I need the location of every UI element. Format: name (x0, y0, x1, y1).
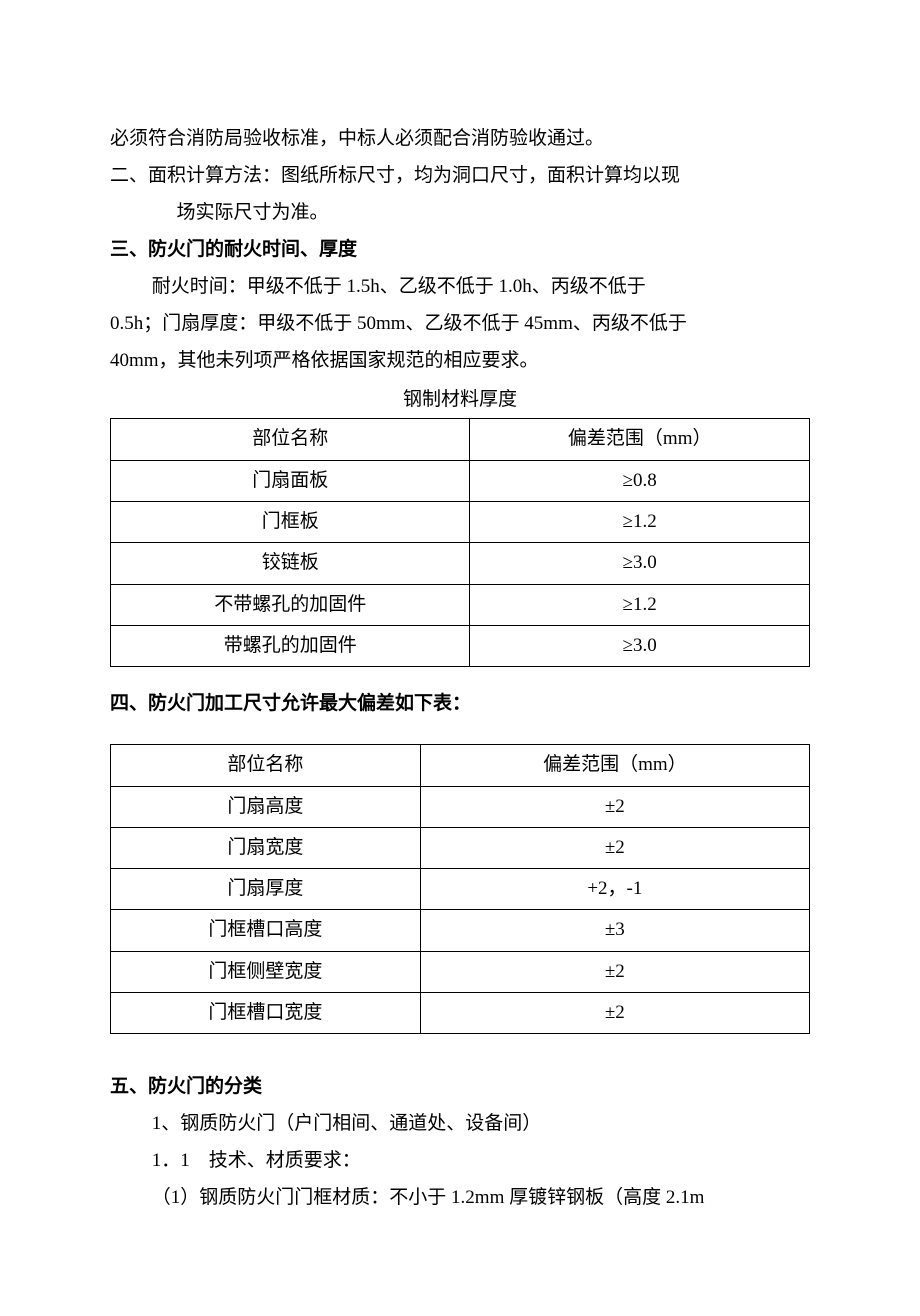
table-cell: ≥1.2 (470, 501, 810, 542)
table-cell: ≥1.2 (470, 584, 810, 625)
table-cell: ±2 (420, 992, 809, 1033)
section-5-item-1-1: 1．1 技术、材质要求： (110, 1142, 810, 1179)
table-row: 门扇厚度 +2，-1 (111, 869, 810, 910)
section-2-line-2: 场实际尺寸为准。 (110, 194, 810, 231)
table-row: 部位名称 偏差范围（mm） (111, 419, 810, 460)
table-cell: +2，-1 (420, 869, 809, 910)
table-cell: 门扇宽度 (111, 827, 421, 868)
table-cell: ±2 (420, 951, 809, 992)
table-cell: ±2 (420, 827, 809, 868)
table-row: 门扇面板 ≥0.8 (111, 460, 810, 501)
section-5-heading: 五、防火门的分类 (110, 1068, 810, 1105)
table-cell: 部位名称 (111, 745, 421, 786)
table-cell: 门框槽口高度 (111, 910, 421, 951)
table-cell: 门框槽口宽度 (111, 992, 421, 1033)
table-cell: 部位名称 (111, 419, 470, 460)
paragraph-1: 必须符合消防局验收标准，中标人必须配合消防验收通过。 (110, 120, 810, 157)
table-row: 门框槽口宽度 ±2 (111, 992, 810, 1033)
table-row: 带螺孔的加固件 ≥3.0 (111, 625, 810, 666)
table-row: 铰链板 ≥3.0 (111, 543, 810, 584)
table-cell: 门扇高度 (111, 786, 421, 827)
table-cell: ±2 (420, 786, 809, 827)
table-row: 不带螺孔的加固件 ≥1.2 (111, 584, 810, 625)
dimension-tolerance-table: 部位名称 偏差范围（mm） 门扇高度 ±2 门扇宽度 ±2 门扇厚度 +2，-1… (110, 744, 810, 1034)
steel-thickness-table: 部位名称 偏差范围（mm） 门扇面板 ≥0.8 门框板 ≥1.2 铰链板 ≥3.… (110, 418, 810, 667)
table-cell: 带螺孔的加固件 (111, 625, 470, 666)
table-row: 门框侧壁宽度 ±2 (111, 951, 810, 992)
section-5-item-1-1-detail: （1）钢质防火门门框材质：不小于 1.2mm 厚镀锌钢板（高度 2.1m (110, 1179, 810, 1216)
table-cell: 不带螺孔的加固件 (111, 584, 470, 625)
table-1-caption: 钢制材料厚度 (110, 381, 810, 418)
table-cell: ≥3.0 (470, 543, 810, 584)
section-3-line-3: 40mm，其他未列项严格依据国家规范的相应要求。 (110, 342, 810, 379)
section-5-item-1: 1、钢质防火门（户门相间、通道处、设备间） (110, 1105, 810, 1142)
section-3-line-2: 0.5h；门扇厚度：甲级不低于 50mm、乙级不低于 45mm、丙级不低于 (110, 305, 810, 342)
table-cell: ±3 (420, 910, 809, 951)
table-cell: 门扇厚度 (111, 869, 421, 910)
table-row: 门扇高度 ±2 (111, 786, 810, 827)
table-row: 部位名称 偏差范围（mm） (111, 745, 810, 786)
table-cell: 偏差范围（mm） (470, 419, 810, 460)
section-3-heading: 三、防火门的耐火时间、厚度 (110, 231, 810, 268)
table-cell: 铰链板 (111, 543, 470, 584)
section-3-line-1: 耐火时间：甲级不低于 1.5h、乙级不低于 1.0h、丙级不低于 (110, 268, 810, 305)
table-row: 门扇宽度 ±2 (111, 827, 810, 868)
table-cell: 偏差范围（mm） (420, 745, 809, 786)
section-2-line-1: 二、面积计算方法：图纸所标尺寸，均为洞口尺寸，面积计算均以现 (110, 157, 810, 194)
table-cell: ≥3.0 (470, 625, 810, 666)
table-cell: 门框侧壁宽度 (111, 951, 421, 992)
table-cell: 门扇面板 (111, 460, 470, 501)
table-row: 门框板 ≥1.2 (111, 501, 810, 542)
section-4-heading: 四、防火门加工尺寸允许最大偏差如下表： (110, 685, 810, 722)
table-cell: ≥0.8 (470, 460, 810, 501)
table-cell: 门框板 (111, 501, 470, 542)
table-row: 门框槽口高度 ±3 (111, 910, 810, 951)
